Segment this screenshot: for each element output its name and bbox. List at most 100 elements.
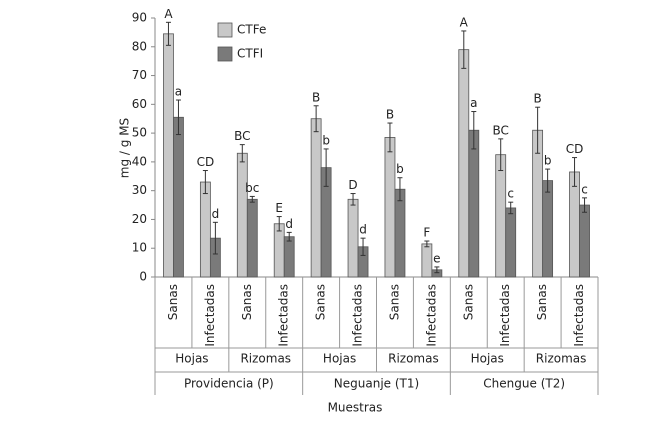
x-tick-label: Sanas	[240, 284, 254, 320]
error-bar	[424, 240, 430, 248]
significance-letter: D	[348, 178, 357, 192]
bar	[505, 207, 517, 278]
x-subgroup-label: Hojas	[471, 352, 504, 366]
bar	[542, 180, 554, 278]
bar	[173, 116, 184, 278]
bar	[458, 49, 470, 278]
error-bar	[582, 197, 588, 213]
error-bar	[508, 201, 514, 215]
x-tick-label: Sanas	[387, 284, 401, 320]
x-tick-label: Infectadas	[498, 284, 512, 347]
error-bar	[212, 221, 218, 255]
bar	[199, 181, 211, 278]
significance-letter: d	[285, 217, 293, 231]
x-subgroup-label: Rizomas	[536, 352, 587, 366]
bar	[384, 137, 396, 278]
error-bar	[165, 21, 171, 46]
significance-letter: CD	[566, 142, 584, 156]
significance-letter: d	[212, 207, 220, 221]
error-bar	[286, 231, 292, 242]
x-subgroup-label: Rizomas	[240, 352, 291, 366]
y-tick-label: 10	[132, 241, 147, 255]
y-tick-label: 30	[132, 183, 147, 197]
significance-letter: b	[396, 162, 404, 176]
bar	[347, 198, 359, 278]
error-bar	[397, 177, 403, 202]
x-tick-label: Infectadas	[203, 284, 217, 347]
bar	[236, 152, 248, 278]
significance-letter: F	[423, 226, 430, 240]
error-bar	[461, 30, 467, 69]
bar	[163, 33, 174, 278]
x-tick-label: Infectadas	[424, 284, 438, 347]
x-subgroup-label: Hojas	[323, 352, 356, 366]
significance-letter: b	[544, 154, 552, 168]
significance-letter: bc	[245, 181, 259, 195]
error-bar	[239, 144, 245, 163]
y-tick-label: 60	[132, 97, 147, 111]
y-tick-label: 90	[132, 11, 147, 25]
significance-letter: BC	[234, 129, 250, 143]
y-tick-label: 40	[132, 154, 147, 168]
bar	[495, 154, 507, 278]
bar	[246, 198, 258, 278]
y-tick-label: 50	[132, 126, 147, 140]
significance-letter: BC	[493, 123, 509, 137]
legend-label: CTFI	[237, 47, 263, 61]
bar	[273, 223, 285, 278]
x-tick-label: Sanas	[314, 284, 328, 320]
x-group-label: Neguanje (T1)	[334, 377, 419, 391]
legend-swatch	[217, 22, 233, 38]
bar	[394, 188, 406, 278]
significance-letter: a	[175, 85, 182, 99]
x-axis-label: Muestras	[328, 401, 383, 415]
error-bar	[471, 111, 477, 150]
significance-letter: E	[275, 201, 283, 215]
y-tick-label: 80	[132, 39, 147, 53]
significance-letter: c	[507, 187, 514, 201]
error-bar	[175, 99, 181, 136]
x-subgroup-label: Rizomas	[388, 352, 439, 366]
significance-letter: A	[460, 15, 469, 29]
legend-label: CTFe	[237, 23, 266, 37]
x-group-label: Chengue (T2)	[483, 377, 565, 391]
error-bar	[323, 148, 329, 187]
bar	[283, 236, 295, 278]
x-group-label: Providencia (P)	[184, 377, 274, 391]
x-tick-label: Infectadas	[277, 284, 291, 347]
significance-letter: CD	[197, 155, 215, 169]
bar	[421, 243, 433, 278]
x-tick-label: Sanas	[166, 284, 180, 320]
error-bar	[572, 157, 578, 187]
y-tick-label: 70	[132, 68, 147, 82]
error-bar	[434, 266, 440, 274]
error-bar	[202, 170, 208, 195]
error-bar	[387, 122, 393, 153]
significance-letter: B	[534, 92, 542, 106]
error-bar	[249, 195, 255, 203]
significance-letter: c	[581, 182, 588, 196]
significance-letter: b	[322, 133, 330, 147]
error-bar	[545, 168, 551, 193]
x-tick-label: Infectadas	[572, 284, 586, 347]
error-bar	[276, 216, 282, 232]
significance-letter: B	[386, 108, 394, 122]
y-tick-label: 0	[139, 270, 147, 284]
error-bar	[313, 105, 319, 133]
x-tick-label: Sanas	[461, 284, 475, 320]
significance-letter: e	[433, 251, 440, 265]
bar	[579, 204, 590, 278]
significance-letter: d	[359, 223, 367, 237]
legend-swatch	[217, 46, 233, 62]
error-bar	[350, 193, 356, 206]
bar	[468, 129, 480, 278]
error-bar	[498, 138, 504, 172]
y-tick-label: 20	[132, 212, 147, 226]
x-tick-label: Sanas	[535, 284, 549, 320]
significance-letter: a	[470, 96, 477, 110]
significance-letter: A	[164, 7, 173, 21]
x-subgroup-label: Hojas	[175, 352, 208, 366]
bar	[310, 118, 322, 278]
significance-letter: B	[312, 90, 320, 104]
